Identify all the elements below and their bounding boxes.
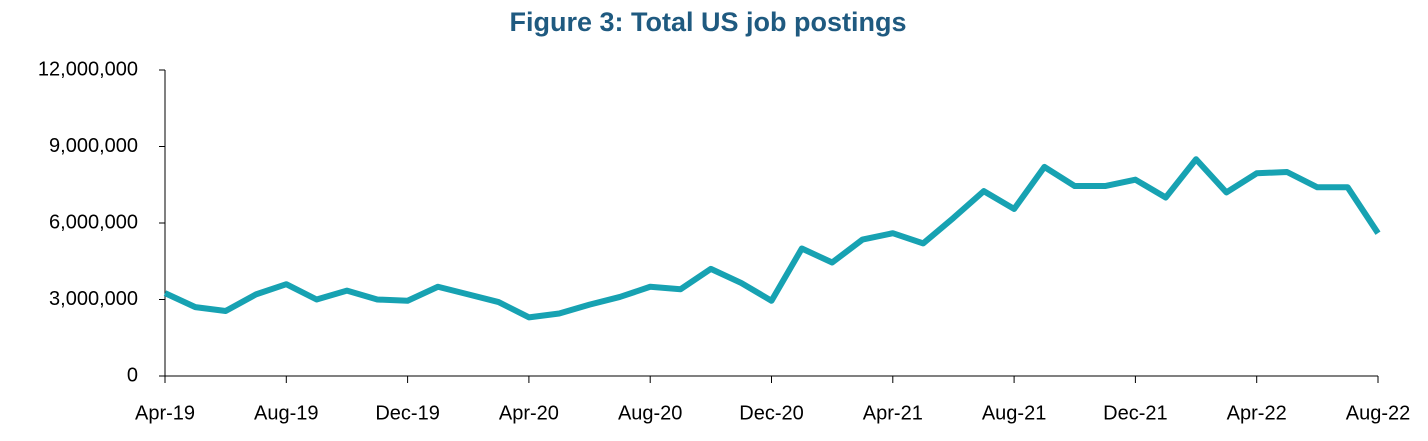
y-tick-label: 12,000,000: [38, 58, 138, 80]
x-tick-label: Dec-21: [1103, 402, 1167, 424]
x-tick-label: Dec-19: [375, 402, 439, 424]
x-tick-label: Apr-20: [499, 402, 559, 424]
chart-title: Figure 3: Total US job postings: [510, 7, 907, 37]
y-tick-label: 3,000,000: [49, 288, 138, 310]
x-tick-label: Aug-19: [254, 402, 319, 424]
x-tick-label: Apr-21: [863, 402, 923, 424]
y-tick-label: 0: [127, 364, 138, 386]
x-tick-label: Apr-22: [1227, 402, 1287, 424]
x-tick-label: Dec-20: [739, 402, 803, 424]
y-tick-label: 6,000,000: [49, 211, 138, 233]
y-tick-label: 9,000,000: [49, 135, 138, 157]
x-tick-label: Aug-20: [618, 402, 683, 424]
x-tick-label: Aug-22: [1346, 402, 1411, 424]
x-tick-label: Apr-19: [135, 402, 195, 424]
x-tick-label: Aug-21: [982, 402, 1047, 424]
data-line: [163, 156, 1381, 321]
